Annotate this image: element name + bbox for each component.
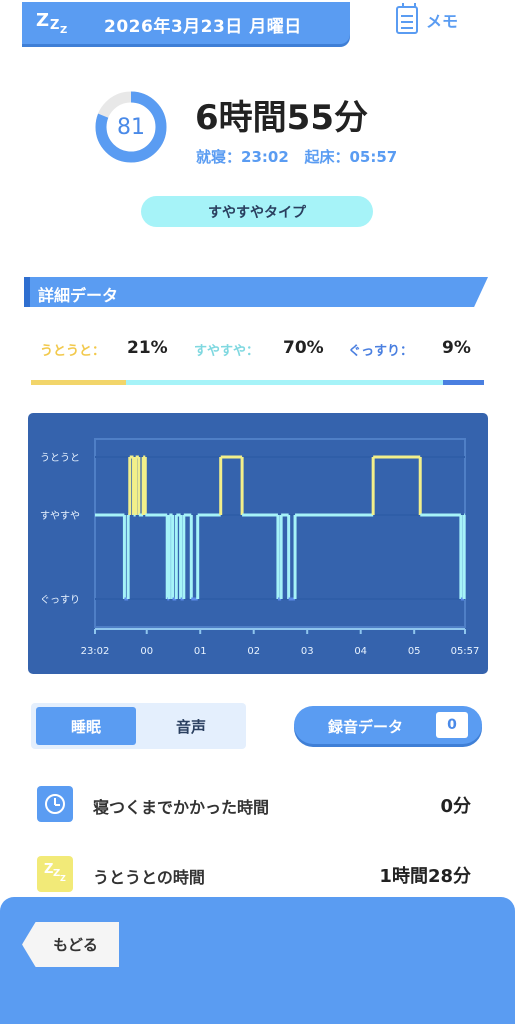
recording-label: 録音データ xyxy=(328,718,404,736)
memo-button[interactable]: メモ xyxy=(396,3,459,34)
stat-suyasuya-value: 70% xyxy=(283,338,324,358)
memo-label: メモ xyxy=(426,12,459,31)
score-ring xyxy=(95,91,167,163)
sleep-chart-svg: ぐっすり すやすや うとうと 23:02 00 01 02 03 04 05 05:57 xyxy=(40,438,480,657)
score-ring-arc xyxy=(95,91,167,163)
stat-utouto-label: うとうと： xyxy=(40,344,106,359)
row-utouto-label: うとうとの時間 xyxy=(93,868,205,887)
y-tick-label: すやすや xyxy=(40,510,80,522)
row-sleep-onset-value: 0分 xyxy=(440,796,471,817)
y-tick-label: ぐっすり xyxy=(40,594,80,606)
tab-sleep[interactable]: 睡眠 xyxy=(36,707,136,745)
row-utouto-value: 1時間28分 xyxy=(379,866,471,887)
x-tick-label: 01 xyxy=(194,646,207,657)
back-button[interactable]: もどる xyxy=(22,922,119,967)
x-tick-label: 04 xyxy=(354,646,367,657)
bedtime-value: 23:02 xyxy=(241,148,289,166)
x-tick-label: 02 xyxy=(247,646,260,657)
sleep-type-badge: すやすやタイプ xyxy=(141,196,373,227)
x-tick-label: 05 xyxy=(408,646,421,657)
detail-section-header xyxy=(24,277,488,307)
x-tick-label: 05:57 xyxy=(451,646,480,657)
memo-icon xyxy=(396,3,418,34)
recording-count: 0 xyxy=(436,712,468,738)
stat-bar-segment xyxy=(31,380,127,385)
detail-section-title: 詳細データ xyxy=(38,286,119,305)
x-tick-label: 23:02 xyxy=(81,646,110,657)
stat-suyasuya-label: すやすや： xyxy=(194,344,260,359)
row-sleep-onset-label: 寝つくまでかかった時間 xyxy=(93,798,270,817)
stat-utouto-value: 21% xyxy=(127,338,168,358)
date-text: 2026年3月23日 月曜日 xyxy=(104,17,302,37)
y-tick-label: うとうと xyxy=(40,452,80,464)
wake-value: 05:57 xyxy=(349,148,398,166)
sleep-score: 81 xyxy=(117,114,145,140)
x-tick-label: 03 xyxy=(301,646,314,657)
x-tick-label: 00 xyxy=(140,646,153,657)
stat-bar-segment xyxy=(126,380,444,385)
bedtime-label: 就寝： xyxy=(196,148,242,166)
sleep-chart: ぐっすり すやすや うとうと 23:02 00 01 02 03 04 05 05:57 xyxy=(28,413,488,674)
recording-data-button[interactable]: 録音データ 0 xyxy=(294,706,482,744)
stat-bar-segment xyxy=(443,380,484,385)
sleep-duration: 6時間55分 xyxy=(195,98,368,138)
sleep-times: 就寝：23:02 起床：05:57 xyxy=(196,146,397,167)
clock-icon xyxy=(37,786,73,822)
stat-gussuri-label: ぐっすり： xyxy=(348,344,414,359)
stat-gussuri-value: 9% xyxy=(442,338,471,358)
wake-label: 起床： xyxy=(304,148,350,166)
view-tabs: 睡眠 音声 xyxy=(31,703,246,749)
tab-sound[interactable]: 音声 xyxy=(175,717,206,736)
